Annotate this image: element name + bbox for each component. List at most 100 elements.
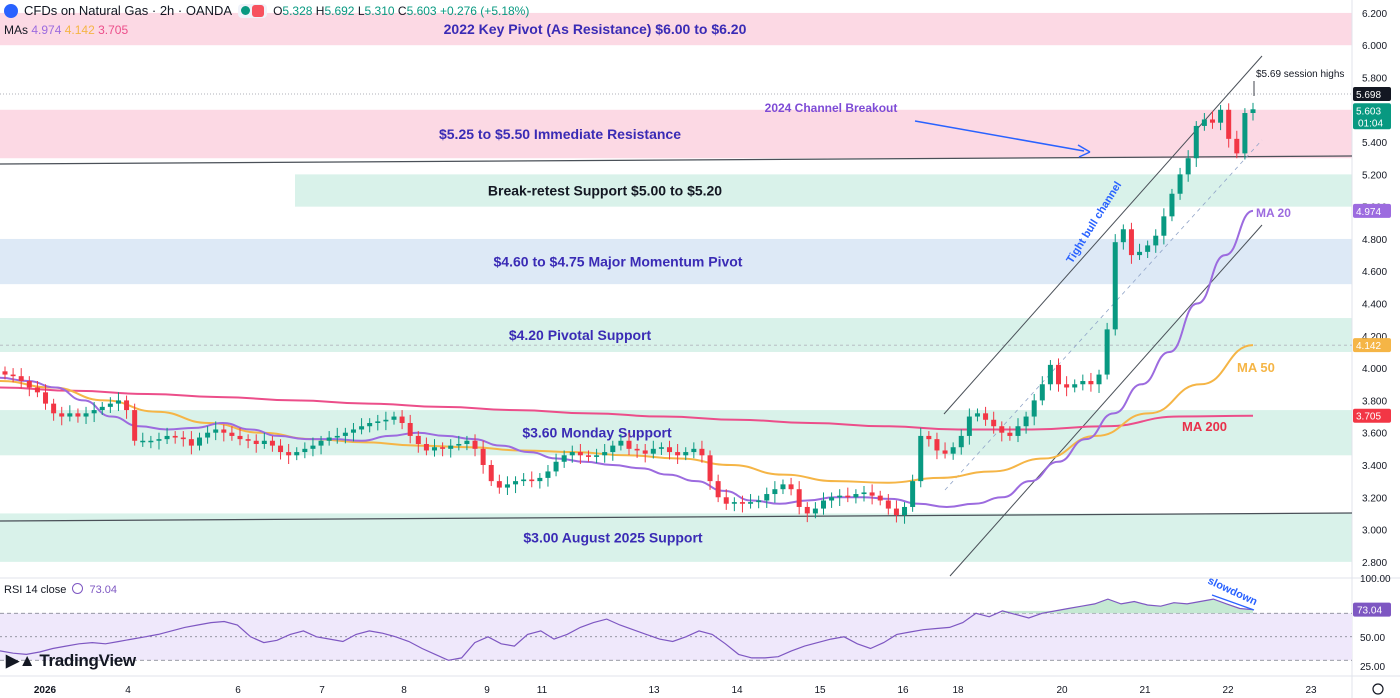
candle-body [1145,245,1151,252]
candle-body [261,440,267,444]
candle-body [1193,125,1199,159]
candle-body [375,421,381,424]
zone-rect [0,109,1352,159]
zone-rect [0,12,1352,46]
candle-body [1177,174,1183,194]
candle-body [1104,329,1110,375]
candle-body [124,400,130,411]
x-tick-label: 21 [1139,685,1151,696]
candle-body [942,450,948,454]
channel-breakout-line [0,155,1353,165]
candle-body [1234,138,1240,154]
candle-body [602,452,608,456]
settings-gear-icon[interactable] [1372,683,1384,695]
candle-body [804,506,810,514]
ma20-value: 4.974 [31,23,62,37]
candle-body [618,440,624,446]
price-label-text: 5.698 [1356,90,1381,101]
x-tick-label: 13 [648,685,660,696]
candle-body [529,479,535,482]
y-tick-label: 4.600 [1362,267,1387,278]
status-pill[interactable] [238,3,268,18]
y-tick-label: 4.000 [1362,364,1387,375]
candle-body [513,481,519,485]
candle-body [910,481,916,507]
rsi-eye-icon[interactable] [72,583,84,594]
candle-body [561,455,567,462]
candle-body [342,432,348,436]
candle-body [918,435,924,482]
bull-channel-mid [944,139,1263,491]
candle-body [310,445,316,449]
candle-body [188,439,194,446]
candle-body [391,416,397,420]
candle-body [1250,109,1256,114]
candle-body [1161,216,1167,236]
data-delay-icon [252,4,265,17]
candle-body [780,484,786,490]
ma200-line [0,386,1254,431]
candle-body [1185,158,1191,175]
candle-body [407,423,413,436]
candle-body [10,374,16,377]
candle-body [1080,381,1086,385]
candle-body [788,484,794,490]
y-tick-label: 4.400 [1362,300,1387,311]
candle-body [853,494,859,498]
candle-body [1039,384,1045,401]
annotation-channel-breakout: 2024 Channel Breakout [765,101,898,115]
annotation-ma20: MA 20 [1256,206,1291,220]
candle-body [367,423,373,427]
candle-body [545,471,551,478]
x-tick-label: 4 [125,685,131,696]
candle-body [1031,400,1037,417]
x-tick-label: 7 [319,685,325,696]
candle-body [958,435,964,448]
ma20-line [0,209,1254,508]
candle-body [861,492,867,495]
zone-label: $3.60 Monday Support [522,425,672,441]
candle-body [67,413,73,417]
candle-body [294,452,300,456]
rsi-line [0,598,1254,661]
y-tick-label: 3.400 [1362,461,1387,472]
candle-body [585,455,591,457]
candle-body [148,440,154,443]
candle-body [1201,119,1207,126]
x-tick-label: 9 [484,685,490,696]
tradingview-logo[interactable]: ▶▲ TradingView [6,651,136,670]
candle-body [1120,229,1126,243]
candle-body [991,419,997,427]
candle-body [1153,235,1159,246]
candle-body [383,419,389,422]
candle-body [885,500,891,509]
candle-body [480,448,486,465]
candle-body [464,440,470,444]
candle-body [1088,381,1094,385]
price-label-text: 4.974 [1356,207,1381,218]
candle-body [237,435,243,440]
y-tick-label: 5.800 [1362,73,1387,84]
x-tick-label: 20 [1056,685,1068,696]
zone-rect [0,238,1352,285]
candle-body [926,435,932,440]
candle-body [448,445,454,449]
breakout-arrow [914,120,1085,152]
x-tick-label: 23 [1305,685,1317,696]
symbol-title[interactable]: CFDs on Natural Gas · 2h · OANDA [24,3,233,18]
candle-body [115,400,121,404]
candle-body [26,381,32,388]
slowdown-arrow [1211,594,1255,611]
price-label-bg [1353,103,1391,130]
y-tick-label: 6.200 [1362,9,1387,20]
annotation-session-highs: $5.69 session highs [1256,69,1344,80]
candle-body [415,435,421,444]
candle-body [983,413,989,420]
candle-body [488,464,494,482]
candle-body [2,371,8,375]
candle-body [934,439,940,451]
candle-body [302,448,308,453]
rsi-value-bg [1353,602,1391,617]
